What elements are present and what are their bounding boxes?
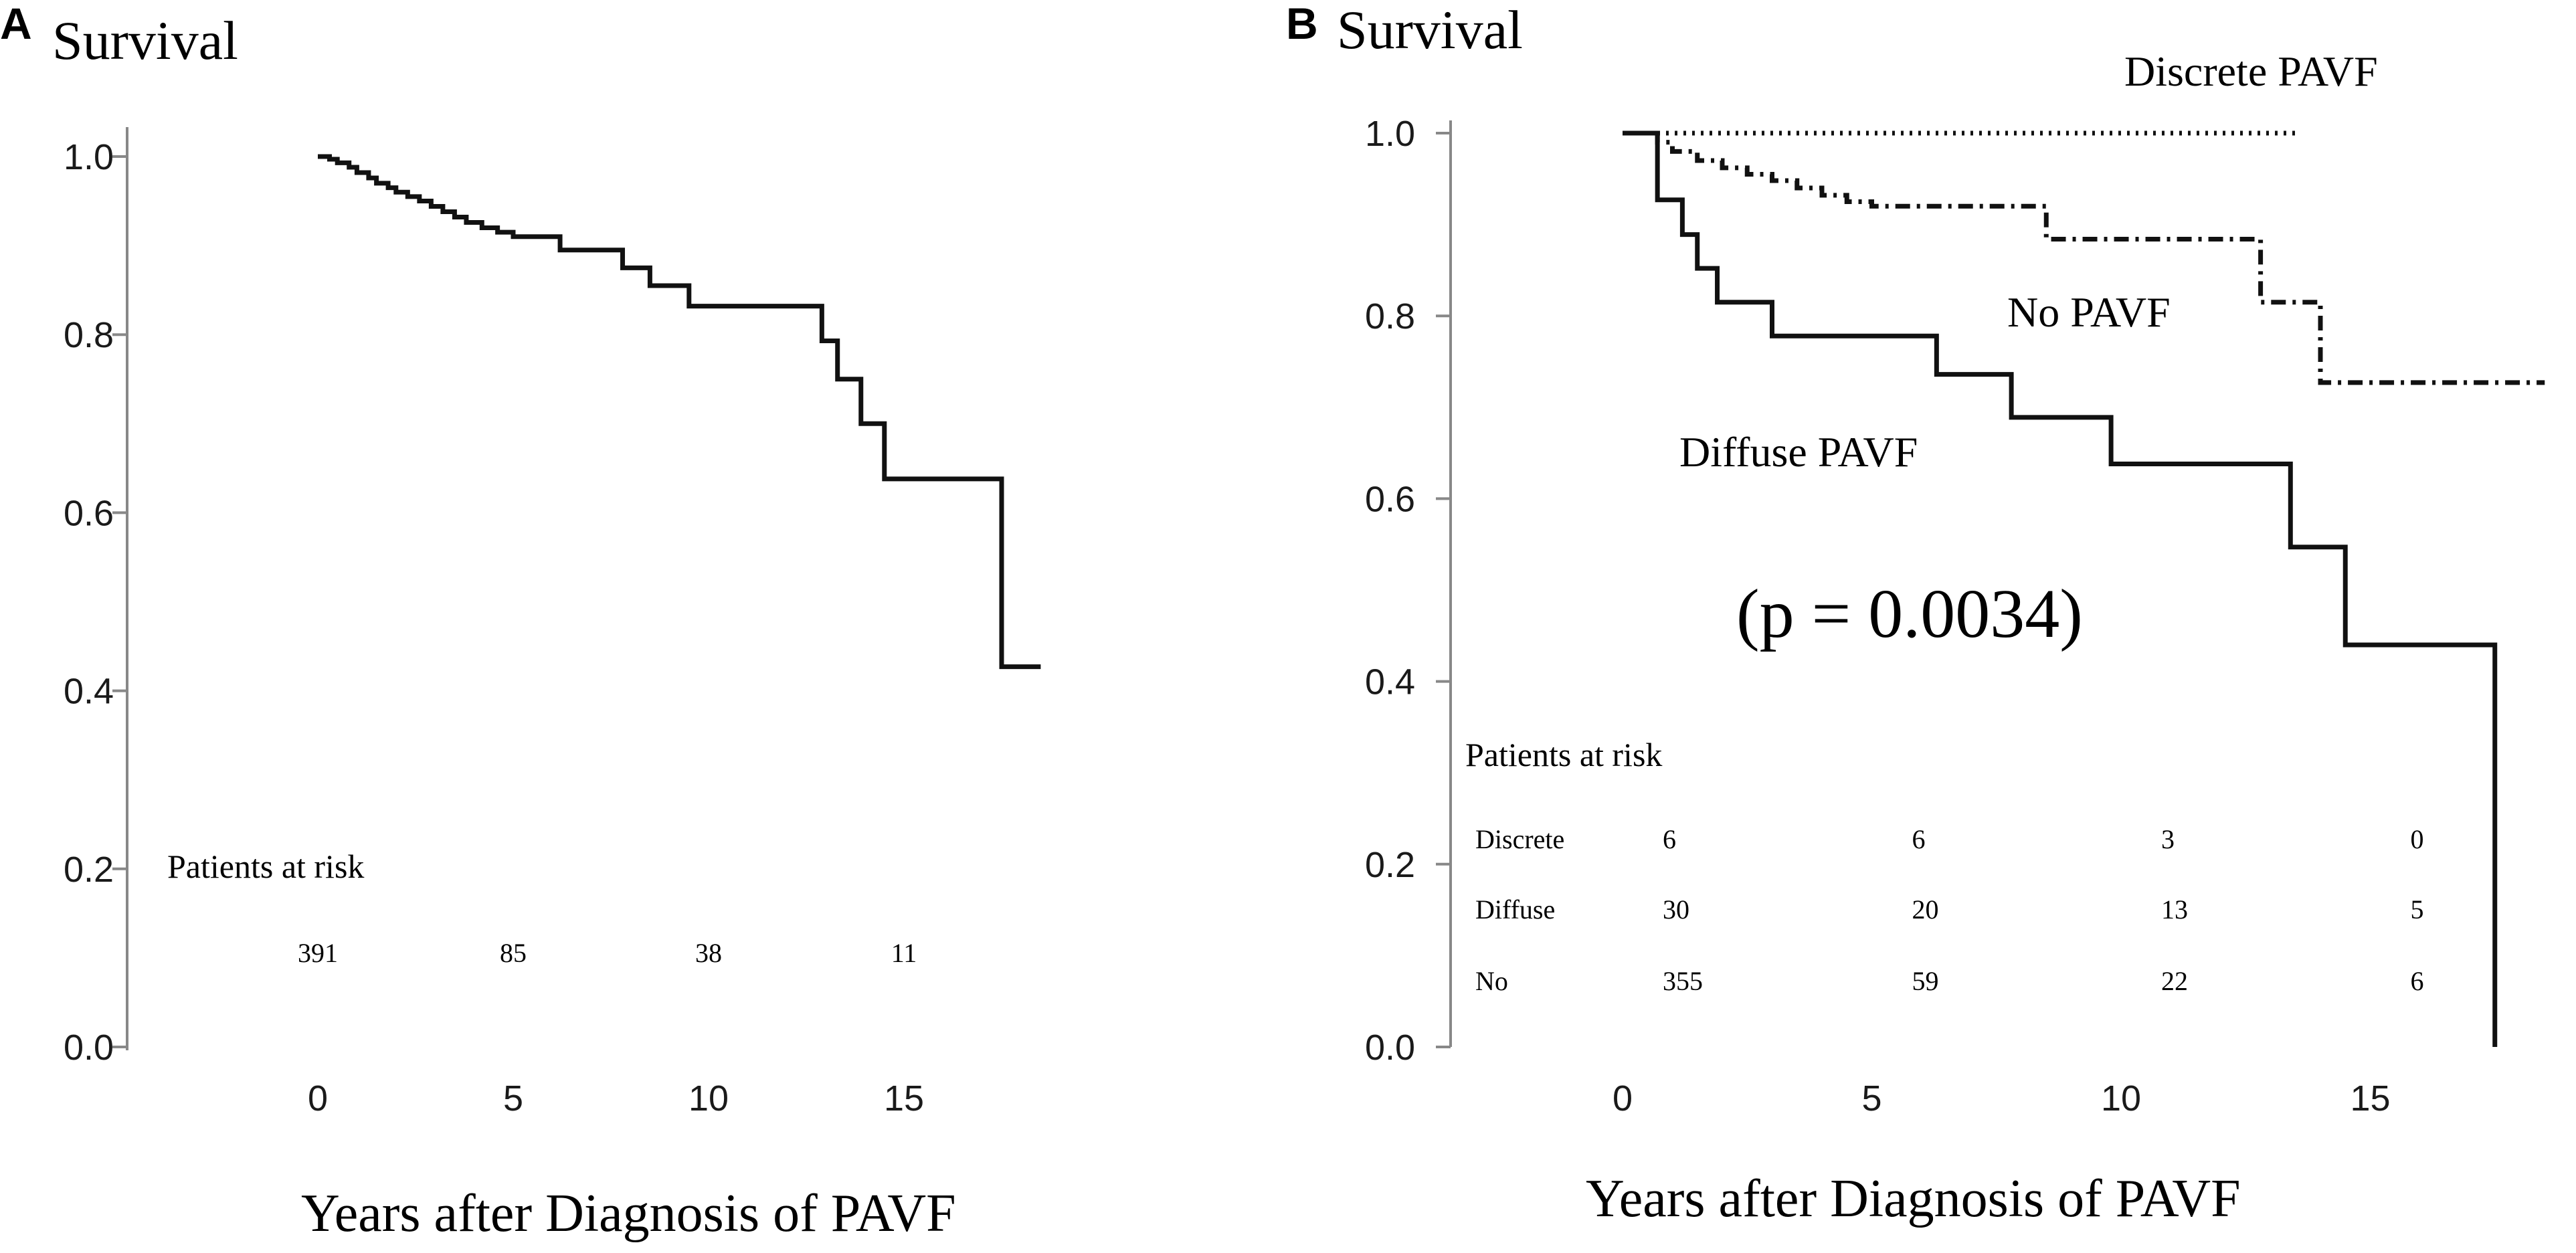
risk-value: 30: [1663, 894, 1689, 925]
x-tick-label: 15: [884, 1078, 924, 1119]
x-tick-label: 10: [688, 1078, 729, 1119]
risk-value: 13: [2161, 894, 2188, 925]
panel-b-risk-title: Patients at risk: [1465, 736, 1662, 773]
risk-value: 355: [1663, 966, 1703, 996]
risk-value: 6: [1912, 824, 1926, 854]
series-label-no: No PAVF: [2007, 288, 2171, 336]
survival-curve-diffuse-pavf: [1623, 130, 2498, 1047]
panel-b-y-ticks: 0.0 0.2 0.4 0.6 0.8 1.0: [1365, 114, 1451, 1068]
y-tick-label: 0.8: [1365, 296, 1415, 336]
x-tick-label: 0: [1613, 1078, 1633, 1119]
panel-a-label: A: [0, 0, 32, 48]
panel-b-x-ticks: 0 5 10 15: [1613, 1078, 2391, 1119]
panel-b: B Survival 0.0 0.2 0.4 0.6 0.8 1.0 0 5 10 15 Dis…: [1286, 0, 2545, 1228]
panel-a-risk-table: 391 85 38 11: [298, 938, 917, 968]
risk-value: 85: [500, 938, 527, 968]
x-tick-label: 5: [1861, 1078, 1881, 1119]
series-label-diffuse: Diffuse PAVF: [1679, 428, 1918, 476]
x-tick-label: 5: [503, 1078, 523, 1119]
panel-a-x-ticks: 0 5 10 15: [308, 1078, 924, 1119]
panel-b-label: B: [1286, 0, 1318, 48]
p-value: (p = 0.0034): [1736, 575, 2083, 652]
y-tick-label: 0.2: [64, 850, 114, 890]
panel-a-title: Survival: [52, 10, 238, 71]
y-tick-label: 1.0: [64, 137, 114, 177]
y-tick-label: 0.0: [1365, 1028, 1415, 1068]
panel-a-x-axis-label: Years after Diagnosis of PAVF: [301, 1184, 956, 1243]
risk-row-label: Diffuse: [1475, 894, 1555, 925]
panel-a-risk-title: Patients at risk: [167, 848, 364, 885]
panel-b-title: Survival: [1337, 0, 1523, 60]
risk-row-label: No: [1475, 966, 1508, 996]
risk-row-label: Discrete: [1475, 824, 1564, 854]
panel-b-x-axis-label: Years after Diagnosis of PAVF: [1586, 1169, 2241, 1228]
risk-value: 5: [2411, 894, 2424, 925]
risk-value: 20: [1912, 894, 1939, 925]
panel-a-curves: [318, 154, 1041, 670]
risk-value: 6: [2411, 966, 2424, 996]
risk-value: 6: [1663, 824, 1676, 854]
y-tick-label: 0.2: [1365, 845, 1415, 885]
y-tick-label: 0.4: [64, 672, 114, 712]
y-tick-label: 1.0: [1365, 114, 1415, 154]
survival-curve-no-pavf: [1623, 130, 2545, 385]
risk-value: 391: [298, 938, 338, 968]
panel-b-curves: [1623, 130, 2545, 1047]
risk-value: 11: [891, 938, 917, 968]
risk-value: 0: [2411, 824, 2424, 854]
series-label-discrete: Discrete PAVF: [2124, 47, 2378, 95]
x-tick-label: 10: [2101, 1078, 2141, 1119]
x-tick-label: 15: [2350, 1078, 2390, 1119]
panel-a: A Survival 0.0 0.2 0.4 0.6 0.8 1.0 0 5 10 15 Pat…: [0, 0, 1041, 1243]
risk-value: 22: [2161, 966, 2188, 996]
y-tick-label: 0.6: [64, 493, 114, 533]
risk-value: 38: [695, 938, 722, 968]
risk-value: 3: [2161, 824, 2175, 854]
survival-curve-all-patients: [318, 154, 1041, 670]
risk-value: 59: [1912, 966, 1939, 996]
y-tick-label: 0.4: [1365, 662, 1415, 702]
panel-a-y-ticks: 0.0 0.2 0.4 0.6 0.8 1.0: [64, 137, 127, 1068]
x-tick-label: 0: [308, 1078, 328, 1119]
y-tick-label: 0.0: [64, 1028, 114, 1068]
y-tick-label: 0.8: [64, 315, 114, 355]
y-tick-label: 0.6: [1365, 479, 1415, 519]
